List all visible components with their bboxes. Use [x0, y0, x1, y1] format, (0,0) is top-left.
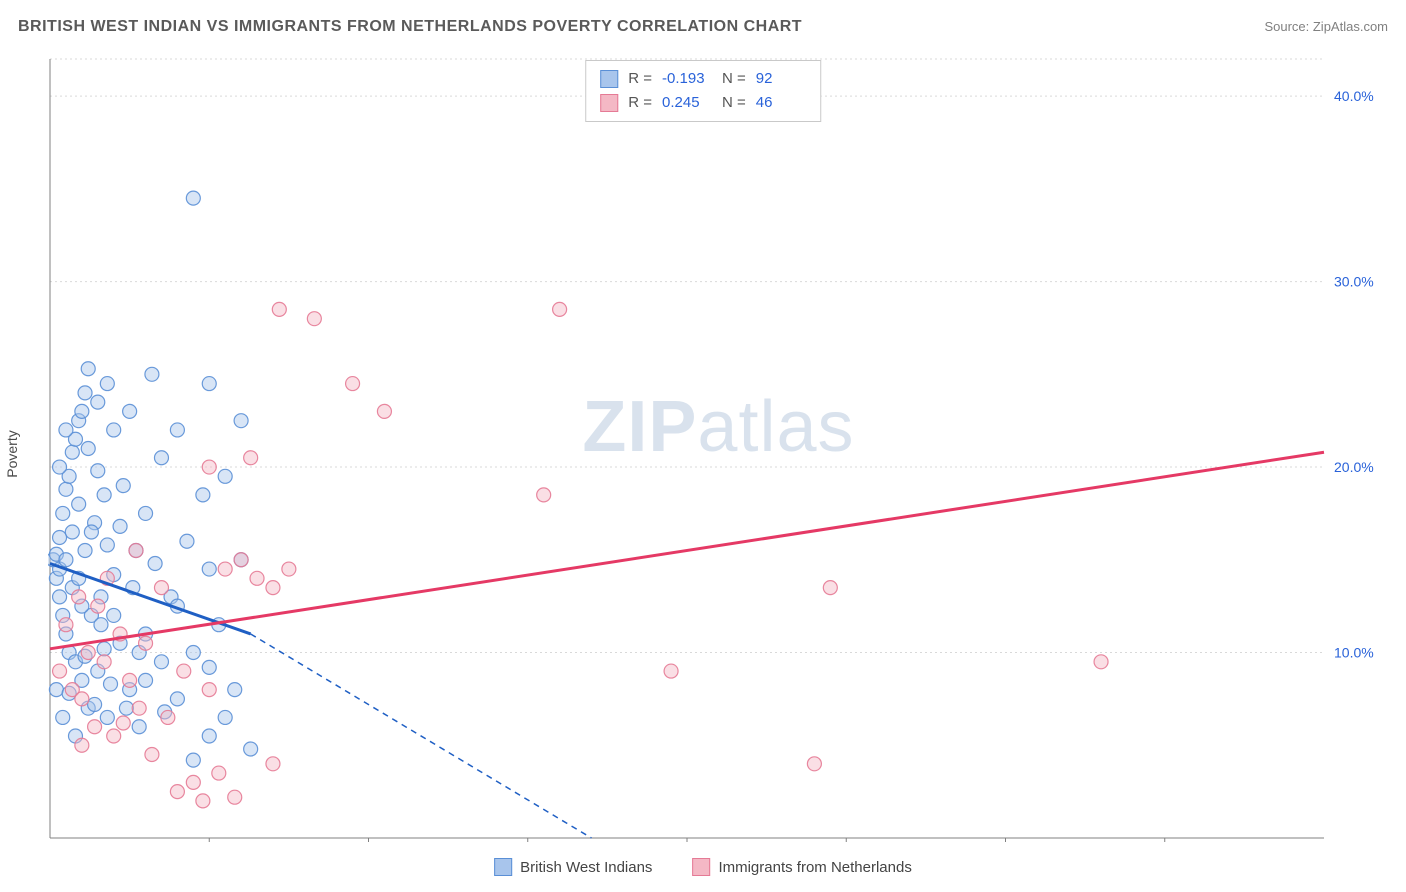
svg-text:40.0%: 40.0%	[1334, 88, 1374, 104]
svg-text:30.0%: 30.0%	[1334, 274, 1374, 290]
legend-item: British West Indians	[494, 858, 652, 876]
svg-text:20.0%: 20.0%	[1334, 459, 1374, 475]
n-value: 46	[756, 91, 806, 115]
legend: British West Indians Immigrants from Net…	[494, 858, 912, 876]
n-value: 92	[756, 67, 806, 91]
series-swatch-icon	[600, 70, 618, 88]
stats-row: R = -0.193 N = 92	[600, 67, 806, 91]
r-value: -0.193	[662, 67, 712, 91]
correlation-stats-box: R = -0.193 N = 92 R = 0.245 N = 46	[585, 60, 821, 122]
scatter-chart-svg: 10.0%20.0%30.0%40.0%0.0%40.0%	[48, 55, 1384, 842]
r-value: 0.245	[662, 91, 712, 115]
chart-title: BRITISH WEST INDIAN VS IMMIGRANTS FROM N…	[18, 18, 802, 36]
y-axis-label: Poverty	[4, 430, 20, 477]
legend-label: British West Indians	[520, 859, 652, 876]
legend-swatch-icon	[692, 858, 710, 876]
legend-label: Immigrants from Netherlands	[718, 859, 911, 876]
chart-plot-area: 10.0%20.0%30.0%40.0%0.0%40.0% ZIPatlas	[48, 55, 1384, 842]
svg-text:10.0%: 10.0%	[1334, 645, 1374, 661]
stats-row: R = 0.245 N = 46	[600, 91, 806, 115]
source-label: Source: ZipAtlas.com	[1264, 19, 1388, 34]
legend-swatch-icon	[494, 858, 512, 876]
series-swatch-icon	[600, 94, 618, 112]
legend-item: Immigrants from Netherlands	[692, 858, 911, 876]
